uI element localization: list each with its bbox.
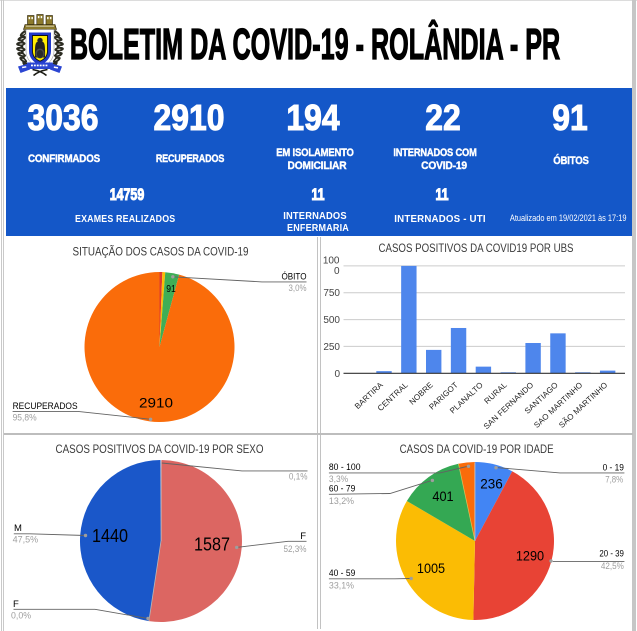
svg-text:7,8%: 7,8%: [605, 474, 623, 485]
svg-text:40 - 59: 40 - 59: [329, 568, 355, 579]
svg-text:CASOS POSITIVOS DA COVID-19 PO: CASOS POSITIVOS DA COVID-19 POR SEXO: [56, 444, 264, 456]
svg-text:236: 236: [480, 476, 503, 491]
svg-text:1290: 1290: [516, 549, 544, 564]
svg-text:0: 0: [334, 266, 340, 277]
svg-text:20 - 39: 20 - 39: [599, 549, 624, 560]
svg-text:0: 0: [334, 369, 340, 380]
svg-text:F: F: [300, 531, 306, 542]
svg-text:42,5%: 42,5%: [601, 561, 624, 572]
svg-text:1440: 1440: [92, 526, 128, 546]
svg-text:250: 250: [323, 342, 340, 353]
svg-text:47,5%: 47,5%: [13, 534, 39, 545]
svg-text:60 - 79: 60 - 79: [329, 484, 355, 495]
svg-text:52,3%: 52,3%: [284, 544, 307, 555]
svg-text:95,8%: 95,8%: [13, 412, 37, 423]
svg-text:CASOS POSITIVOS DA COVID19 POR: CASOS POSITIVOS DA COVID19 POR UBS: [379, 243, 574, 255]
svg-text:3,3%: 3,3%: [329, 474, 349, 485]
svg-text:500: 500: [323, 315, 340, 326]
svg-text:3,0%: 3,0%: [289, 283, 307, 294]
svg-text:SITUAÇÃO DOS CASOS DA COVID-19: SITUAÇÃO DOS CASOS DA COVID-19: [73, 246, 249, 259]
svg-text:1587: 1587: [194, 535, 230, 555]
svg-text:13,2%: 13,2%: [329, 496, 355, 507]
svg-text:0,0%: 0,0%: [11, 610, 32, 621]
svg-text:750: 750: [323, 288, 340, 299]
svg-text:0 - 19: 0 - 19: [603, 462, 624, 473]
svg-text:1005: 1005: [417, 561, 445, 576]
svg-text:M: M: [14, 523, 22, 534]
svg-text:CASOS DA COVID-19 POR IDADE: CASOS DA COVID-19 POR IDADE: [400, 444, 554, 456]
svg-text:33,1%: 33,1%: [329, 581, 355, 592]
svg-text:0,1%: 0,1%: [289, 472, 308, 483]
svg-text:2910: 2910: [139, 395, 173, 411]
svg-text:RECUPERADOS: RECUPERADOS: [13, 401, 78, 412]
svg-text:F: F: [13, 599, 19, 610]
svg-text:91: 91: [166, 284, 176, 295]
svg-text:100: 100: [323, 255, 340, 266]
svg-text:80 - 100: 80 - 100: [329, 462, 361, 473]
svg-text:ÓBITO: ÓBITO: [282, 272, 307, 283]
svg-text:401: 401: [432, 489, 453, 504]
